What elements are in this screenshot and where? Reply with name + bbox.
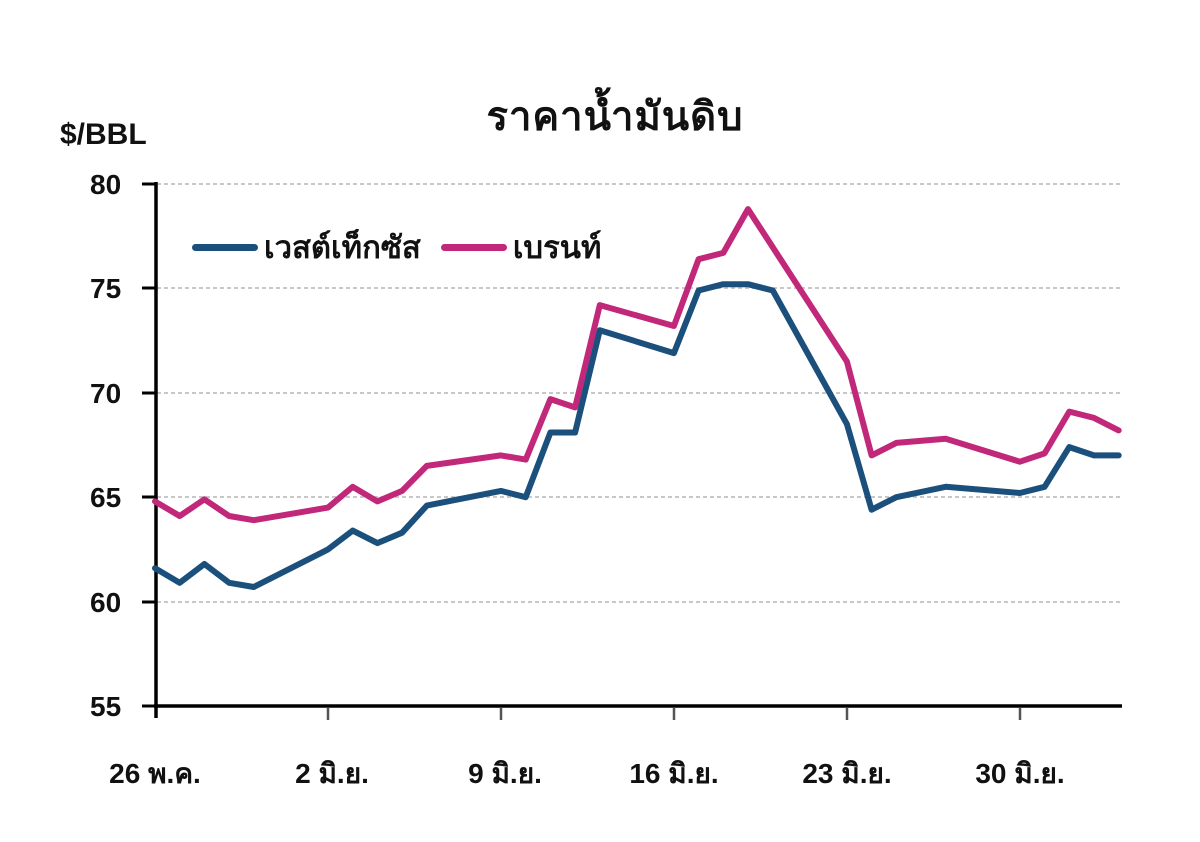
chart-title: ราคาน้ำมันดิบ — [486, 95, 744, 139]
y-tick-label: 55 — [90, 691, 121, 722]
y-tick-label: 70 — [90, 378, 121, 409]
y-tick-label: 60 — [90, 587, 121, 618]
legend-label-wti: เวสต์เท็กซัส — [264, 230, 421, 265]
brent-swatch-icon — [440, 243, 507, 251]
x-tick-label: 16 มิ.ย. — [629, 758, 718, 789]
x-tick-label: 2 มิ.ย. — [295, 758, 369, 789]
y-tick-label: 80 — [90, 169, 121, 200]
x-tick-label: 26 พ.ค. — [109, 758, 201, 789]
legend-item-wti: เวสต์เท็กซัส — [192, 222, 421, 272]
y-tick-label: 65 — [90, 482, 121, 513]
x-tick-label: 30 มิ.ย. — [975, 758, 1064, 789]
legend-item-brent: เบรนท์ — [440, 222, 602, 272]
y-axis-unit-label: $/BBL — [60, 118, 147, 151]
y-tick-label: 75 — [90, 273, 121, 304]
chart-legend: เวสต์เท็กซัส เบรนท์ — [192, 222, 621, 272]
y-tick-marks — [142, 182, 156, 708]
x-tick-label: 9 มิ.ย. — [468, 758, 542, 789]
x-tick-label: 23 มิ.ย. — [802, 758, 891, 789]
brent-series-line — [152, 206, 1122, 524]
legend-label-brent: เบรนท์ — [512, 230, 602, 265]
wti-swatch-icon — [192, 243, 258, 251]
x-tick-marks — [326, 708, 1022, 720]
wti-series-line — [152, 281, 1122, 590]
